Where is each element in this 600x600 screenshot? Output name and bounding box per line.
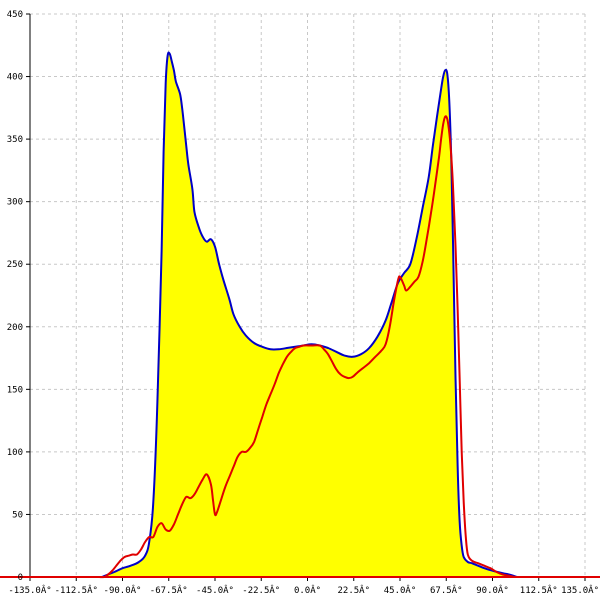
- x-tick-label: -67.5Â°: [150, 584, 188, 596]
- y-tick-label: 150: [7, 385, 23, 395]
- x-tick-label: 0.0Â°: [294, 584, 321, 596]
- y-tick-label: 100: [7, 448, 23, 458]
- y-tick-label: 350: [7, 135, 23, 145]
- x-tick-label: -90.0Â°: [104, 584, 142, 596]
- series-2-line: [97, 115, 516, 579]
- x-tick-label: 112.5Â°: [520, 584, 558, 596]
- series-layer: [97, 51, 518, 579]
- x-tick-label: 90.0Â°: [476, 584, 509, 596]
- y-tick-label: 50: [12, 510, 23, 520]
- y-tick-label: 400: [7, 73, 23, 83]
- x-tick-label: 22.5Â°: [337, 584, 370, 596]
- series-1-area: [101, 52, 518, 577]
- y-tick-label: 200: [7, 323, 23, 333]
- x-tick-label: -112.5Â°: [55, 584, 98, 596]
- x-tick-label: 135.0Â°: [561, 584, 599, 596]
- y-tick-label: 300: [7, 198, 23, 208]
- y-tick-label: 0: [18, 573, 23, 583]
- series-1-line: [101, 51, 518, 578]
- y-tick-label: 450: [7, 10, 23, 20]
- label-layer: -135.0Â° -112.5Â° -90.0Â° -67.5Â° -45.0Â° -22…: [7, 10, 599, 596]
- x-tick-label: -22.5Â°: [242, 584, 280, 596]
- y-tick-label: 250: [7, 260, 23, 270]
- x-tick-label: 67.5Â°: [430, 584, 463, 596]
- x-tick-label: 45.0Â°: [384, 584, 417, 596]
- axis-layer: [0, 13, 600, 581]
- x-tick-label: -45.0Â°: [196, 584, 234, 596]
- x-tick-label: -135.0Â°: [8, 584, 51, 596]
